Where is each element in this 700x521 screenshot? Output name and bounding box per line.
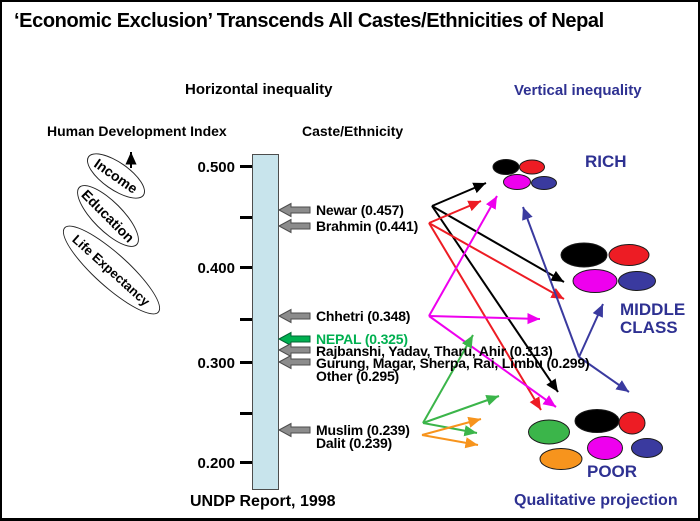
axis-label-hdi: Human Development Index [47, 123, 227, 139]
poor-ellipse-red [618, 411, 646, 435]
poor-ellipse-green [528, 419, 570, 445]
tick-0250 [240, 412, 252, 415]
caste-label-brahmin: Brahmin (0.441) [316, 218, 419, 234]
arrows-chhetri [428, 195, 557, 408]
heading-horizontal-inequality: Horizontal inequality [185, 81, 333, 98]
tick-0450 [240, 216, 252, 219]
pointer-rajbanshi-icon [277, 342, 311, 358]
arrow-newar-to-rich [431, 182, 487, 207]
middle-ellipse-magenta [572, 269, 618, 293]
rich-ellipse-black [492, 159, 520, 175]
caste-label-nepal: NEPAL (0.325) [316, 331, 408, 347]
pointer-muslim-icon [277, 422, 311, 438]
tick-0500 [240, 165, 252, 168]
cluster-rich [492, 159, 557, 190]
arrow-chhetri-to-middle [428, 313, 541, 325]
poor-ellipse-orange [539, 448, 583, 470]
arrow-brahmin-to-poor [428, 222, 542, 411]
poor-ellipse-magenta [587, 436, 623, 460]
tick-0350 [240, 318, 252, 321]
poor-ellipse-black [574, 409, 620, 433]
heading-vertical-inequality: Vertical inequality [514, 82, 642, 99]
caste-label-newar: Newar (0.457) [316, 202, 404, 218]
arrow-brahmin-to-rich [428, 200, 482, 224]
cluster-poor [528, 409, 663, 470]
arrows-dalit [421, 416, 482, 449]
scale-label-0300: 0.300 [197, 355, 235, 372]
arrow-dalit-to-poor-2 [421, 434, 479, 449]
class-label-poor: POOR [587, 462, 638, 481]
poor-ellipse-navy [631, 438, 663, 458]
cluster-middle-class [560, 242, 656, 293]
arrow-newar-to-middle [431, 205, 565, 283]
arrows-brahmin [428, 200, 565, 411]
rich-ellipse-red [519, 159, 545, 175]
source-text: UNDP Report, 1998 [190, 493, 336, 510]
arrow-rajbanshi-to-rich [522, 206, 580, 358]
arrow-brahmin-to-middle [428, 222, 565, 300]
caste-label-chhetri: Chhetri (0.348) [316, 308, 411, 324]
hdi-scale-bar [252, 154, 279, 490]
arrow-muslim-to-poor-2 [422, 422, 478, 437]
arrow-dalit-to-poor-1 [421, 416, 482, 436]
pointer-chhetri-icon [277, 308, 311, 324]
pointer-newar-icon [277, 202, 311, 218]
tick-0400 [240, 266, 252, 269]
class-label-rich: RICH [585, 152, 627, 171]
caste-label-other: Other (0.295) [316, 368, 399, 384]
rich-ellipse-navy [531, 176, 557, 190]
pointer-brahmin-icon [277, 218, 311, 234]
pointer-nepal-icon [277, 331, 311, 347]
oval-life-expectancy-label: Life Expectancy [69, 231, 154, 309]
scale-label-0200: 0.200 [197, 455, 235, 472]
caste-label-dalit: Dalit (0.239) [316, 435, 392, 451]
tick-0300 [240, 361, 252, 364]
footnote-text: Qualitative projection [514, 492, 678, 509]
slide-title: ‘Economic Exclusion’ Transcends All Cast… [14, 10, 604, 32]
arrow-chhetri-to-rich [428, 195, 498, 317]
pointer-gurung-icon [277, 354, 311, 370]
arrow-muslim-to-poor-1 [422, 394, 500, 424]
arrow-rajbanshi-to-middle [578, 303, 604, 358]
pointer-arrows [277, 202, 311, 438]
axis-label-caste: Caste/Ethnicity [302, 123, 404, 139]
class-label-middle-class: MIDDLE CLASS [620, 300, 686, 337]
middle-ellipse-black [560, 242, 608, 268]
middle-ellipse-red [608, 244, 650, 266]
rich-ellipse-magenta [503, 174, 531, 190]
tick-0200 [240, 461, 252, 464]
scale-label-0400: 0.400 [197, 260, 235, 277]
caste-label-muslim: Muslim (0.239) [316, 422, 410, 438]
middle-ellipse-navy [618, 271, 656, 291]
scale-label-0500: 0.500 [197, 159, 235, 176]
